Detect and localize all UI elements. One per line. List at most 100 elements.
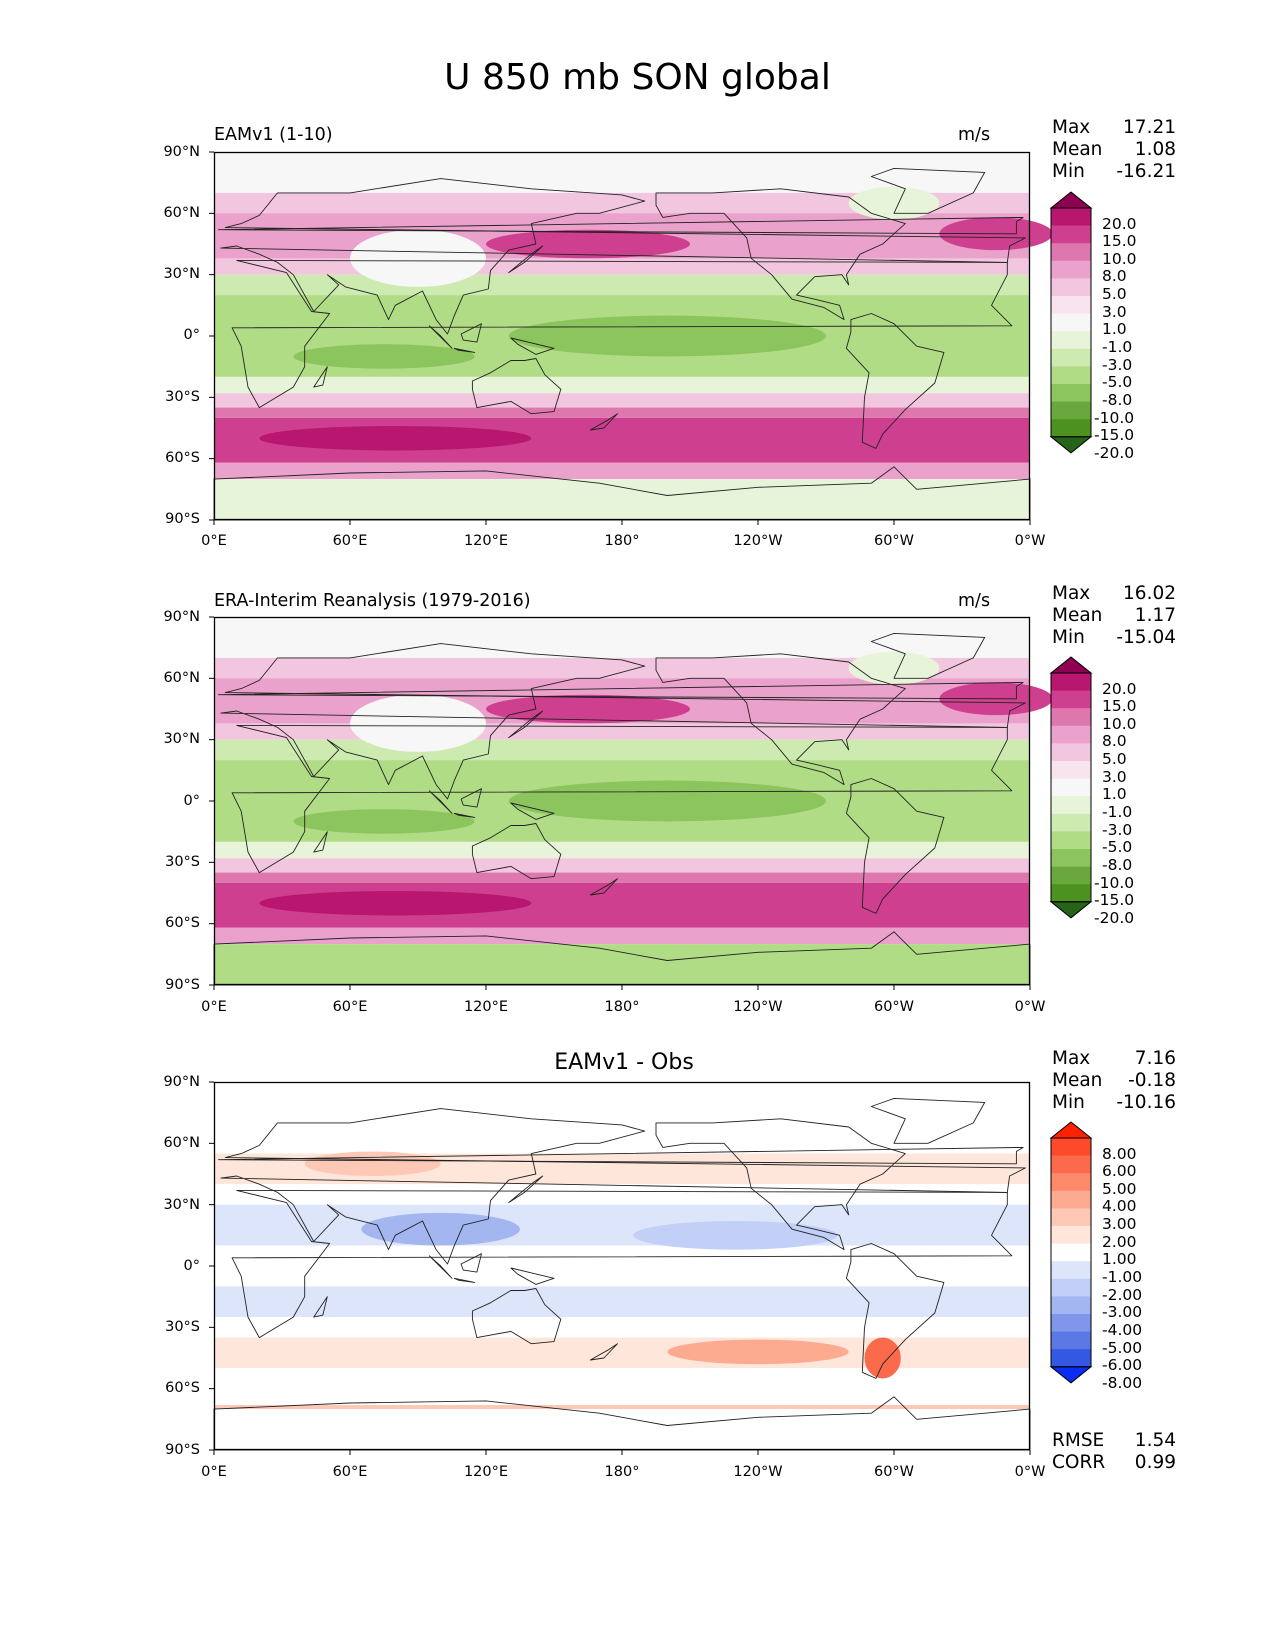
- coastline: [508, 245, 544, 274]
- colorbar-segment: [1051, 1349, 1091, 1368]
- wind-anomaly: [259, 890, 532, 916]
- wind-band: [214, 1337, 1030, 1369]
- colorbar-segment: [1051, 1138, 1091, 1157]
- wind-anomaly: [350, 229, 486, 287]
- units-label: m/s: [958, 125, 991, 145]
- coastline: [428, 1255, 453, 1279]
- figure-title: U 850 mb SON global: [444, 57, 831, 98]
- colorbar-label: 20.0: [1102, 680, 1137, 698]
- lon-tick: 60°E: [332, 533, 368, 549]
- metric-label: RMSE: [1052, 1430, 1105, 1451]
- colorbar-segment: [1051, 1208, 1091, 1227]
- lon-tick: 120°W: [733, 533, 783, 549]
- wind-band: [214, 274, 1030, 296]
- panel-title: EAMv1 - Obs: [554, 1050, 694, 1075]
- coastline: [218, 216, 1024, 235]
- colorbar-label: -3.0: [1102, 356, 1133, 374]
- colorbar-frame: [1050, 1137, 1092, 1368]
- map-panel: [209, 151, 1053, 525]
- colorbar-label: -10.0: [1094, 409, 1135, 427]
- coastline: [510, 1267, 555, 1285]
- lon-tick: 60°E: [332, 1464, 368, 1480]
- colorbar-label: -1.0: [1102, 803, 1133, 821]
- colorbar-segment: [1051, 1190, 1091, 1209]
- wind-band: [214, 1317, 1030, 1338]
- map-panel: [209, 616, 1053, 990]
- stat-label: Mean: [1052, 605, 1103, 626]
- stat-value: -0.18: [1128, 1070, 1176, 1091]
- colorbar-label: 5.0: [1102, 750, 1127, 768]
- lat-tick: 60°N: [163, 205, 200, 221]
- colorbar-extend-max: [1049, 1121, 1093, 1139]
- colorbar-label: 10.0: [1102, 250, 1137, 268]
- colorbar-segment: [1051, 778, 1091, 797]
- lat-tick: 0°: [183, 327, 200, 343]
- coastline: [655, 653, 906, 786]
- colorbar-label: 15.0: [1102, 697, 1137, 715]
- stat-value: 16.02: [1123, 583, 1176, 604]
- coastline: [508, 710, 544, 739]
- metric-label: CORR: [1052, 1452, 1106, 1473]
- wind-anomaly: [848, 651, 940, 685]
- wind-band: [214, 1082, 1030, 1154]
- wind-band: [214, 739, 1030, 761]
- colorbar-segment: [1051, 866, 1091, 885]
- lat-tick: 30°N: [163, 731, 200, 747]
- colorbar-label: -4.00: [1102, 1321, 1143, 1339]
- colorbar-segment: [1051, 366, 1091, 385]
- colorbar-segment: [1051, 331, 1091, 350]
- colorbar-extend-max: [1049, 191, 1093, 209]
- lat-tick: 60°S: [165, 1380, 200, 1396]
- wind-band: [214, 1245, 1030, 1287]
- lon-tick: 60°W: [873, 1464, 915, 1480]
- colorbar-label: -5.0: [1102, 373, 1133, 391]
- colorbar-segment: [1051, 1155, 1091, 1174]
- wind-band: [214, 376, 1030, 394]
- colorbar-segment: [1051, 1243, 1091, 1262]
- stat-value: 7.16: [1134, 1048, 1176, 1069]
- map-frame: [213, 616, 1031, 986]
- colorbar-segment: [1051, 813, 1091, 832]
- wind-band: [214, 944, 1030, 985]
- colorbar-label: 6.00: [1102, 1162, 1137, 1180]
- wind-anomaly: [508, 315, 826, 357]
- stat-label: Min: [1052, 627, 1085, 648]
- wind-anomaly: [667, 1339, 849, 1365]
- colorbar-label: -15.0: [1094, 891, 1135, 909]
- wind-band: [214, 1405, 1030, 1410]
- colorbar-extend-max: [1049, 656, 1093, 674]
- coastline: [589, 413, 618, 431]
- wind-band: [214, 872, 1030, 883]
- colorbar-segment: [1051, 1173, 1091, 1192]
- colorbar-label: 2.00: [1102, 1233, 1137, 1251]
- colorbar-label: -6.00: [1102, 1356, 1143, 1374]
- colorbar-label: -5.0: [1102, 838, 1133, 856]
- lon-tick: 180°: [604, 533, 640, 549]
- map-frame: [213, 1081, 1031, 1451]
- wind-anomaly: [293, 809, 475, 834]
- colorbar-label: -3.0: [1102, 821, 1133, 839]
- coastline: [460, 323, 482, 343]
- wind-band: [214, 1286, 1030, 1318]
- lon-tick: 0°W: [1014, 533, 1046, 549]
- coastline: [471, 823, 562, 880]
- colorbar-segment: [1051, 831, 1091, 850]
- colorbar-label: 4.00: [1102, 1197, 1137, 1215]
- lon-tick: 0°E: [201, 999, 227, 1015]
- lat-tick: 0°: [183, 793, 200, 809]
- map-panel: [209, 1081, 1031, 1455]
- stat-label: Min: [1052, 1092, 1085, 1113]
- metric-value: 0.99: [1134, 1452, 1176, 1473]
- colorbar-segment: [1051, 1226, 1091, 1245]
- colorbar-label: 10.0: [1102, 715, 1137, 733]
- colorbar-segment: [1051, 708, 1091, 727]
- stat-value: 1.08: [1134, 139, 1176, 160]
- colorbar-label: -8.0: [1102, 391, 1133, 409]
- colorbar-label: 8.0: [1102, 267, 1127, 285]
- colorbar-label: 5.0: [1102, 285, 1127, 303]
- coastline: [231, 259, 1013, 409]
- wind-anomaly: [361, 1212, 520, 1246]
- colorbar-label: -8.0: [1102, 856, 1133, 874]
- colorbar: [1049, 191, 1093, 454]
- coastline: [471, 358, 562, 415]
